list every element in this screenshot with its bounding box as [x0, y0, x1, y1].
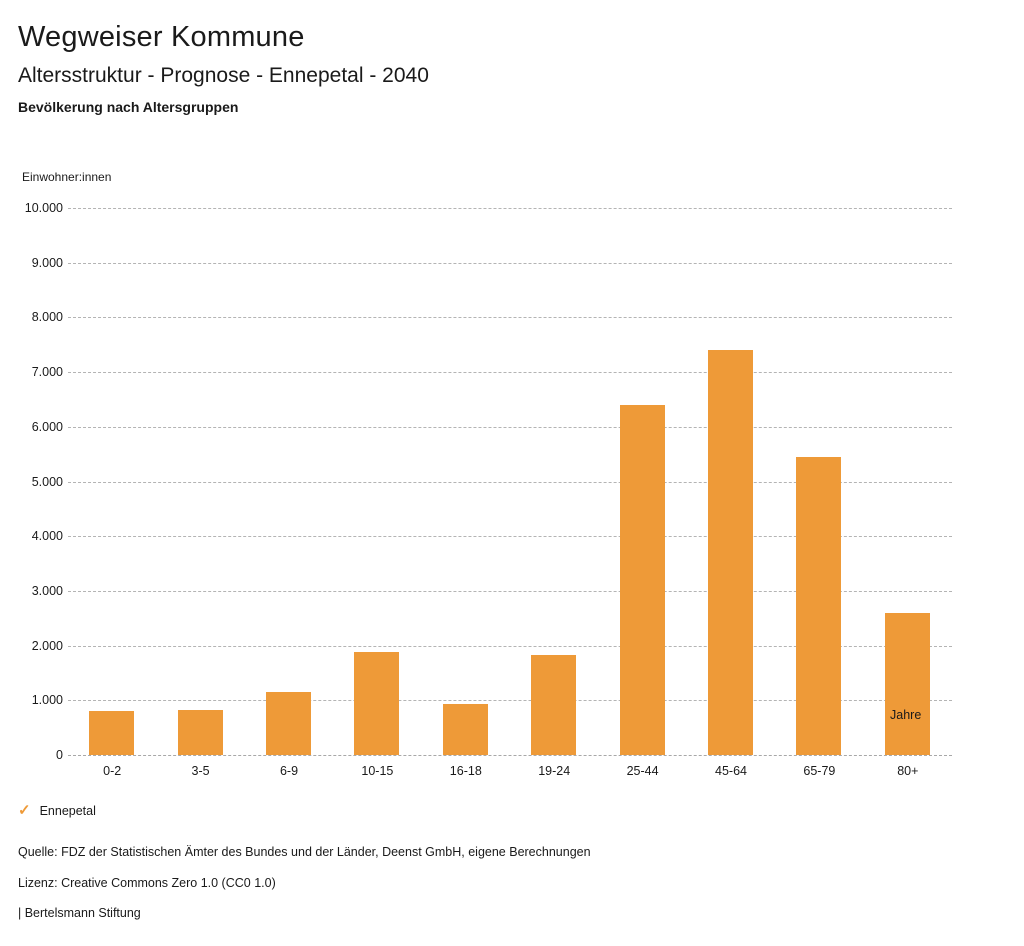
x-axis-tick-label: 25-44	[626, 764, 659, 778]
x-axis-tick-label: 65-79	[803, 764, 836, 778]
legend-item-label: Ennepetal	[39, 803, 96, 818]
gridline	[68, 262, 952, 264]
plot-area: 10.000 9.000 8.000 7.000 6.000 5.000 4.000 3.00…	[25, 201, 952, 778]
axis-baseline	[68, 755, 952, 756]
bar-16-18[interactable]	[442, 704, 488, 755]
y-axis-tick-label: 4.000	[31, 529, 63, 544]
bar-10-15[interactable]	[354, 652, 400, 755]
y-axis-tick-label: 7.000	[31, 365, 63, 380]
y-axis-tick-label: 0	[56, 748, 63, 762]
bar-6-9[interactable]	[266, 691, 311, 755]
x-axis-tick-label: 16-18	[449, 764, 482, 778]
y-axis-tick-label: 10.000	[24, 201, 63, 215]
chart-legend[interactable]: ✓ Ennepetal	[18, 803, 96, 818]
check-icon: ✓	[18, 802, 31, 819]
chart-header: Wegweiser Kommune Altersstruktur - Progn…	[18, 0, 429, 116]
gridline	[68, 481, 952, 483]
gridline	[68, 317, 952, 319]
x-axis-tick-label: 19-24	[538, 764, 571, 778]
gridline	[68, 645, 952, 647]
gridline	[68, 208, 952, 209]
y-axis-title: Einwohner:innen	[22, 170, 112, 184]
y-axis-tick-label: 5.000	[31, 474, 63, 489]
gridline	[68, 536, 952, 538]
y-axis-tick-label: 2.000	[31, 638, 63, 653]
x-axis-tick-label: 3-5	[191, 764, 210, 778]
gridline	[68, 372, 952, 374]
x-axis-tick-label: 0-2	[103, 764, 122, 778]
gridline	[68, 590, 952, 592]
x-axis-tick-label: 10-15	[361, 764, 394, 778]
chart-plot-wrapper: Einwohner:innen 10.000 9.000 8.000 7.000 6.0…	[0, 165, 1024, 785]
y-axis-tick-label: 3.000	[31, 583, 63, 598]
gridline	[68, 700, 952, 702]
bar-80+[interactable]	[884, 612, 930, 755]
chart-subtitle: Altersstruktur - Prognose - Ennepetal - …	[18, 64, 429, 87]
bar-19-24[interactable]	[531, 655, 577, 755]
x-axis-tick-label: 6-9	[279, 764, 299, 778]
y-axis-tick-label: 9.000	[31, 255, 63, 270]
y-axis-tick-label: 6.000	[31, 419, 63, 434]
page-title: Wegweiser Kommune	[18, 21, 305, 53]
gridline	[68, 426, 952, 428]
y-axis-tick-label: 8.000	[31, 310, 63, 325]
footnote-organisation: | Bertelsmann Stiftung	[18, 906, 141, 920]
bar-25-44[interactable]	[619, 405, 665, 755]
bar-65-79[interactable]	[796, 456, 842, 755]
x-axis-tick-label: 80+	[897, 764, 919, 778]
x-axis-title: Jahre	[890, 708, 922, 722]
footnote-source: Quelle: FDZ der Statistischen Ämter des …	[18, 845, 591, 859]
chart-description: Bevölkerung nach Altersgruppen	[18, 99, 239, 115]
x-axis-tick-label: 45-64	[715, 764, 747, 778]
footnote-license: Lizenz: Creative Commons Zero 1.0 (CC0 1…	[18, 876, 276, 890]
bar-0-2[interactable]	[89, 711, 135, 755]
y-axis-tick-label: 1.000	[31, 693, 63, 708]
bar-3-5[interactable]	[177, 710, 223, 755]
bar-45-64[interactable]	[708, 349, 753, 755]
